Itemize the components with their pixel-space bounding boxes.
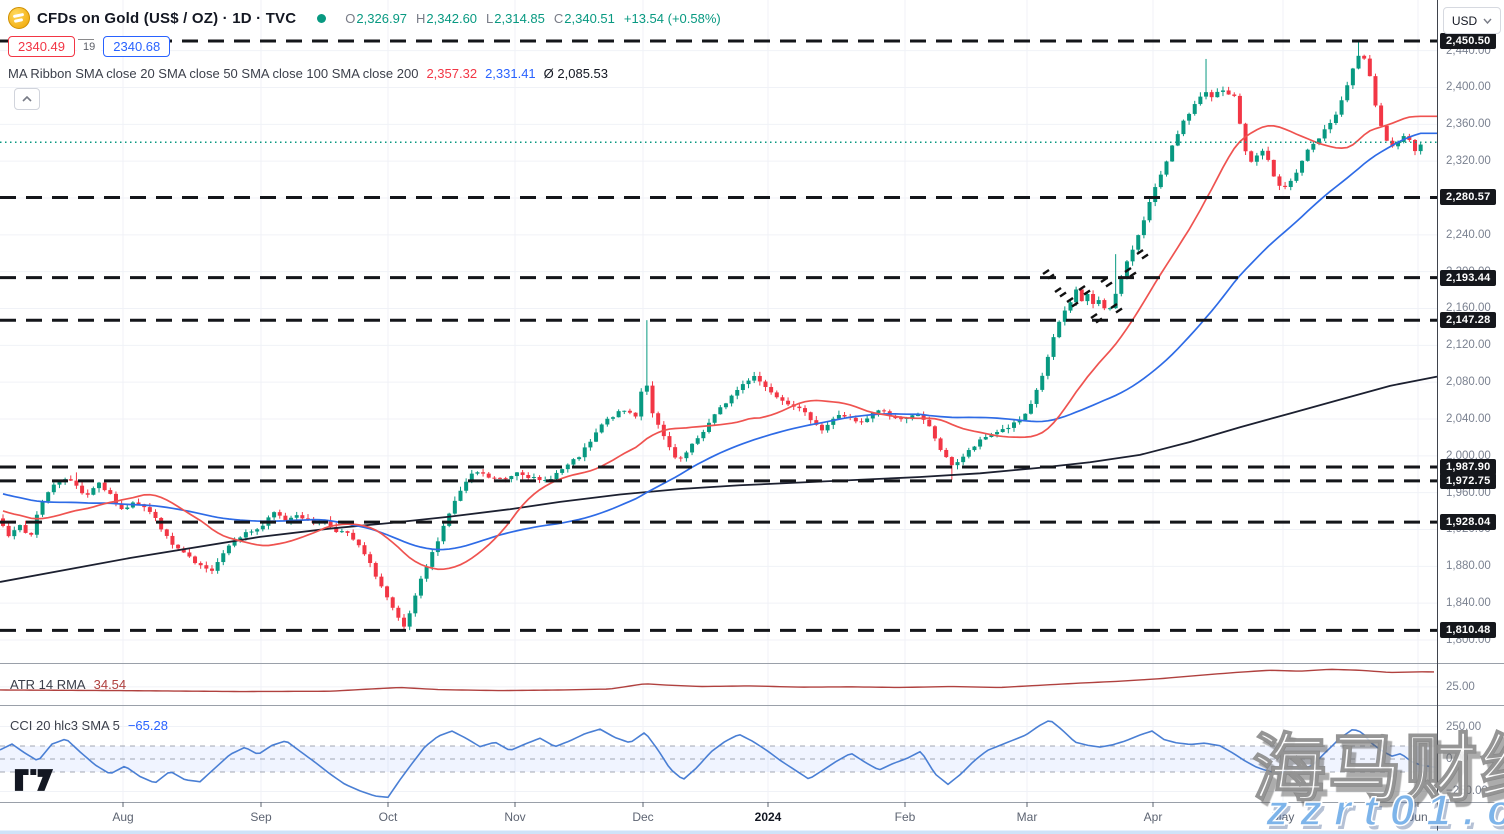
cci-legend[interactable]: CCI 20 hlc3 SMA 5 −65.28 <box>10 718 168 733</box>
cci-title: CCI 20 hlc3 SMA 5 <box>10 718 120 733</box>
atr-line <box>0 668 1435 693</box>
sr-price-label: 1,810.48 <box>1440 622 1497 639</box>
spread-value: 19 <box>77 39 102 54</box>
candlesticks <box>1 40 1423 631</box>
ma-ribbon-label: MA Ribbon SMA close 20 SMA close 50 SMA … <box>8 66 419 81</box>
time-axis-label: 2024 <box>754 810 782 824</box>
bottom-strip <box>0 830 1504 834</box>
price-axis-label: 2,120.00 <box>1446 339 1491 352</box>
buy-price-button[interactable]: 2340.68 <box>103 36 171 57</box>
sr-price-label: 2,450.50 <box>1440 32 1497 49</box>
sr-price-label: 2,147.28 <box>1440 312 1497 329</box>
cci-value: −65.28 <box>127 718 168 733</box>
change-value: +13.54 (+0.58%) <box>623 10 721 26</box>
high-value: 2,342.60 <box>426 10 478 26</box>
atr-value: 34.54 <box>93 677 127 692</box>
atr-title: ATR 14 RMA <box>10 677 86 692</box>
price-axis-label: 2,000.00 <box>1446 449 1491 462</box>
price-axis-label: 2,160.00 <box>1446 302 1491 315</box>
time-axis-label: Dec <box>632 810 654 824</box>
low-value: 2,314.85 <box>494 10 545 26</box>
sell-price-button[interactable]: 2340.49 <box>8 36 75 57</box>
quote-panel: 2340.49 19 2340.68 <box>8 36 171 57</box>
price-axis-label: 1,960.00 <box>1446 486 1491 499</box>
symbol-title[interactable]: CFDs on Gold (US$ / OZ) · 1D · TVC <box>37 9 297 27</box>
sr-price-label: 1,987.90 <box>1440 458 1497 475</box>
low-label: L <box>486 10 494 26</box>
price-axis-label: 1,880.00 <box>1446 560 1491 573</box>
collapse-legend-button[interactable] <box>14 88 40 110</box>
time-axis-label: Mar <box>1016 810 1038 824</box>
high-label: H <box>416 10 426 26</box>
open-value: 2,326.97 <box>356 10 408 26</box>
gold-symbol-icon <box>8 7 30 29</box>
ma20-value: 2,357.32 <box>426 66 478 81</box>
atr-legend[interactable]: ATR 14 RMA 34.54 <box>10 677 126 692</box>
cci-axis-label: −250.00 <box>1446 785 1488 798</box>
sma20-line <box>2 115 1437 571</box>
price-axis-label: 2,320.00 <box>1446 155 1491 168</box>
time-axis-label: Sep <box>250 810 272 824</box>
symbol-header: CFDs on Gold (US$ / OZ) · 1D · TVC O 2,32… <box>8 7 721 29</box>
market-status-icon[interactable] <box>317 13 327 23</box>
open-label: O <box>345 10 356 26</box>
currency-dropdown[interactable]: USD <box>1443 7 1501 34</box>
price-axis-label: 2,360.00 <box>1446 118 1491 131</box>
currency-label: USD <box>1451 13 1478 28</box>
time-axis-label: Jun <box>1408 810 1428 824</box>
atr-axis-label: 25.00 <box>1446 680 1475 693</box>
sr-price-label: 2,193.44 <box>1440 269 1497 286</box>
price-axis-label: 2,080.00 <box>1446 376 1491 389</box>
ma-ribbon-legend[interactable]: MA Ribbon SMA close 20 SMA close 50 SMA … <box>8 66 608 81</box>
price-axis-label: 2,240.00 <box>1446 228 1491 241</box>
sma200-line <box>0 375 1438 583</box>
price-axis-label: 2,040.00 <box>1446 412 1491 425</box>
ma50-value: 2,331.41 <box>485 66 536 81</box>
sr-price-label: 2,280.57 <box>1440 189 1497 206</box>
time-axis-label: Aug <box>112 810 134 824</box>
cci-line <box>0 720 1437 799</box>
time-axis-label: Feb <box>894 810 916 824</box>
chevron-down-icon <box>1483 18 1492 24</box>
price-axis-label: 1,840.00 <box>1446 597 1491 610</box>
sr-price-label: 1,928.04 <box>1440 514 1497 531</box>
sr-price-label: 1,972.75 <box>1440 472 1497 489</box>
time-axis-label: Apr <box>1143 810 1163 824</box>
time-axis-label: Nov <box>504 810 526 824</box>
close-value: 2,340.51 <box>564 10 615 26</box>
tradingview-logo-icon <box>14 769 54 791</box>
tradingview-logo[interactable] <box>14 768 54 797</box>
ohlc-values: O 2,326.97 H 2,342.60 L 2,314.85 C 2,340.51 … <box>345 11 720 26</box>
cci-axis-label: 250.00 <box>1446 720 1482 733</box>
time-axis-label: May <box>1271 810 1295 824</box>
price-axis-label: 2,400.00 <box>1446 81 1491 94</box>
ma-avg-value: Ø 2,085.53 <box>543 66 608 81</box>
sma50-line <box>2 132 1437 551</box>
time-axis-label: Oct <box>378 810 398 824</box>
cci-axis-label: 0.00 <box>1446 753 1469 765</box>
chevron-up-icon <box>22 96 32 102</box>
close-label: C <box>553 10 564 26</box>
